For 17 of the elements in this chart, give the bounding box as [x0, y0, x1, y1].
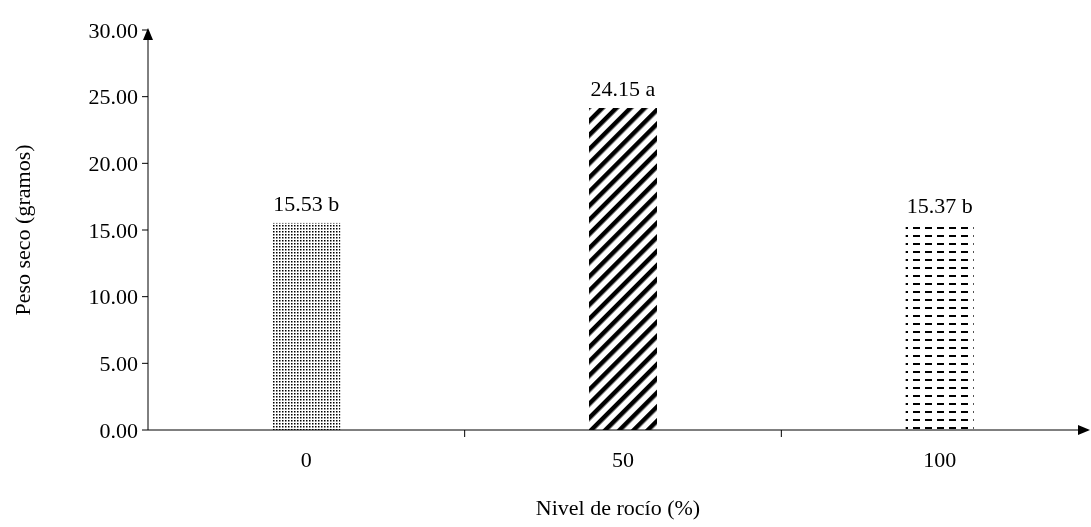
x-tick-label: 100: [923, 447, 957, 472]
data-label: 15.37 b: [906, 193, 973, 219]
x-tick-label: 50: [612, 447, 634, 472]
y-tick-label: 30.00: [88, 17, 138, 43]
y-tick-label: 15.00: [88, 217, 138, 243]
x-axis-title: Nivel de rocío (%): [535, 495, 701, 520]
bar: [589, 108, 657, 430]
y-tick-label: 5.00: [99, 351, 138, 377]
x-tick-label: 0: [300, 447, 312, 472]
y-axis-title: Peso seco (gramos): [10, 144, 35, 316]
y-tick-label: 25.00: [88, 84, 138, 110]
y-tick-label: 20.00: [88, 151, 138, 177]
y-tick-label: 10.00: [88, 284, 138, 310]
y-tick-label: 0.00: [99, 417, 138, 443]
bar: [272, 222, 341, 430]
data-label: 24.15 a: [590, 76, 656, 101]
data-label: 15.53 b: [273, 190, 340, 216]
